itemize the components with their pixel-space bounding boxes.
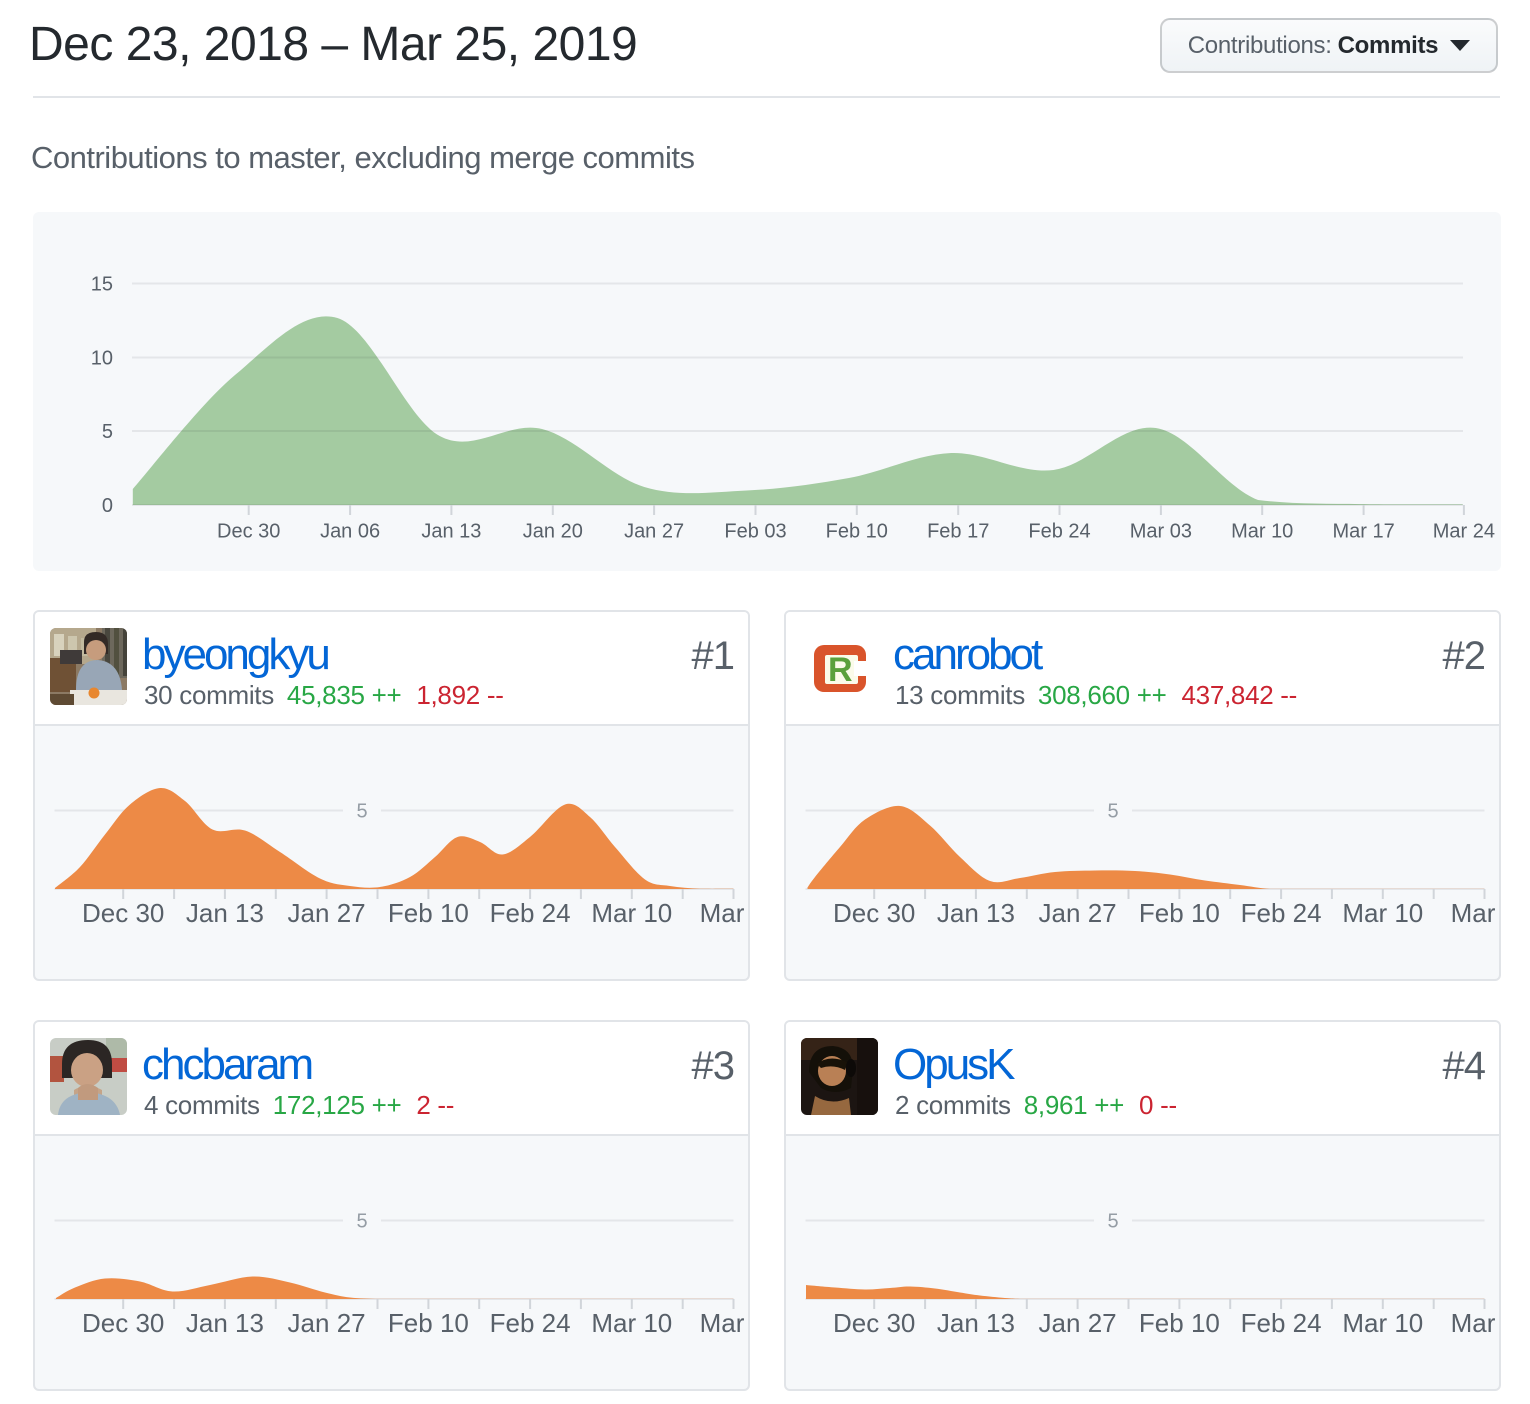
svg-text:Mar 24: Mar 24 <box>1433 521 1495 543</box>
svg-text:Jan 13: Jan 13 <box>186 1308 264 1338</box>
svg-text:Jan 13: Jan 13 <box>937 898 1015 928</box>
svg-text:Feb 10: Feb 10 <box>826 521 888 543</box>
svg-text:Mar 10: Mar 10 <box>1231 521 1293 543</box>
svg-text:5: 5 <box>1107 1211 1118 1233</box>
svg-text:Jan 27: Jan 27 <box>1039 898 1117 928</box>
svg-text:Mar 10: Mar 10 <box>591 898 672 928</box>
svg-text:Dec 30: Dec 30 <box>833 898 915 928</box>
svg-text:Feb 10: Feb 10 <box>1139 1308 1220 1338</box>
svg-text:Jan 27: Jan 27 <box>288 898 366 928</box>
svg-text:Jan 13: Jan 13 <box>421 521 481 543</box>
svg-text:Mar 10: Mar 10 <box>591 1308 672 1338</box>
svg-text:Feb 03: Feb 03 <box>724 521 786 543</box>
svg-text:Jan 13: Jan 13 <box>186 898 264 928</box>
svg-text:Feb 10: Feb 10 <box>388 898 469 928</box>
svg-text:Feb 24: Feb 24 <box>490 1308 571 1338</box>
svg-text:Mar: Mar <box>700 1308 745 1338</box>
svg-text:Jan 20: Jan 20 <box>523 521 583 543</box>
svg-text:5: 5 <box>1107 801 1118 823</box>
svg-text:Feb 10: Feb 10 <box>388 1308 469 1338</box>
svg-text:Dec 30: Dec 30 <box>833 1308 915 1338</box>
svg-text:0: 0 <box>102 495 113 517</box>
svg-text:Jan 06: Jan 06 <box>320 521 380 543</box>
svg-text:Dec 30: Dec 30 <box>82 1308 164 1338</box>
svg-text:5: 5 <box>356 1211 367 1233</box>
svg-text:Feb 24: Feb 24 <box>1241 1308 1322 1338</box>
svg-text:Jan 27: Jan 27 <box>624 521 684 543</box>
svg-text:15: 15 <box>91 274 113 296</box>
svg-text:Feb 24: Feb 24 <box>1241 898 1322 928</box>
svg-text:Mar: Mar <box>1451 1308 1496 1338</box>
svg-text:Feb 24: Feb 24 <box>490 898 571 928</box>
svg-text:Mar: Mar <box>700 898 745 928</box>
svg-text:R: R <box>828 651 853 689</box>
svg-text:Mar 10: Mar 10 <box>1342 1308 1423 1338</box>
svg-text:Mar: Mar <box>1451 898 1496 928</box>
svg-text:Feb 24: Feb 24 <box>1028 521 1090 543</box>
svg-text:5: 5 <box>102 421 113 443</box>
svg-text:Jan 27: Jan 27 <box>1039 1308 1117 1338</box>
svg-text:Jan 27: Jan 27 <box>288 1308 366 1338</box>
svg-text:Jan 13: Jan 13 <box>937 1308 1015 1338</box>
svg-text:Feb 17: Feb 17 <box>927 521 989 543</box>
svg-text:Dec 30: Dec 30 <box>217 521 280 543</box>
svg-text:10: 10 <box>91 348 113 370</box>
svg-text:Dec 30: Dec 30 <box>82 898 164 928</box>
svg-text:Mar 10: Mar 10 <box>1342 898 1423 928</box>
svg-text:Mar 17: Mar 17 <box>1332 521 1394 543</box>
svg-text:5: 5 <box>356 801 367 823</box>
svg-text:Mar 03: Mar 03 <box>1130 521 1192 543</box>
svg-text:Feb 10: Feb 10 <box>1139 898 1220 928</box>
